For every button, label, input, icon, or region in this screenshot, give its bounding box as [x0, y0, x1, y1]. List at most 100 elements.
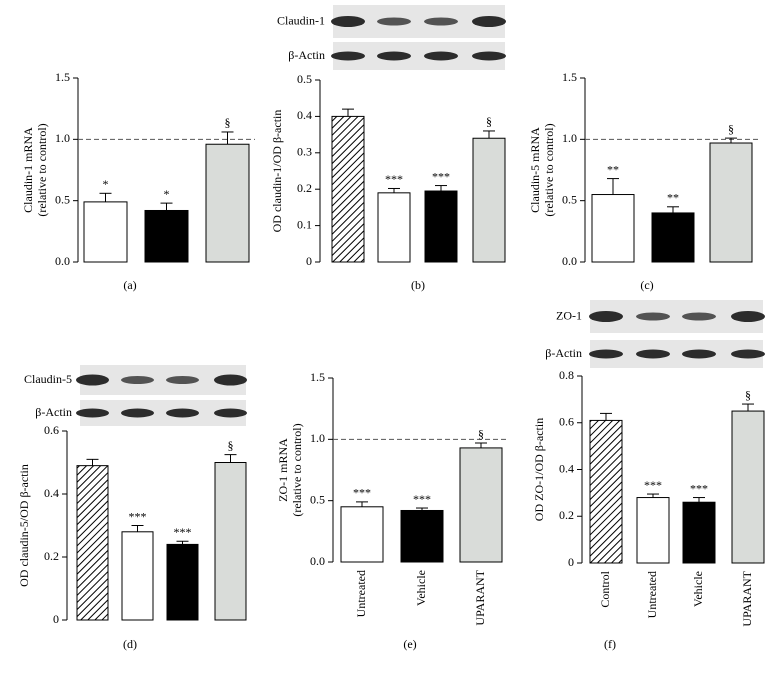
blot-band	[121, 376, 154, 384]
bar	[377, 192, 411, 263]
blot-band	[214, 408, 247, 418]
blot-band	[76, 374, 109, 386]
bar	[121, 531, 154, 621]
significance-label: §	[486, 115, 492, 129]
x-tick-label: Untreated	[354, 570, 368, 617]
bar	[340, 506, 384, 563]
blot-band	[377, 51, 411, 61]
y-tick-label: 0.1	[297, 217, 312, 231]
y-tick-label: 1.5	[310, 370, 325, 384]
y-tick-label: 0.6	[559, 415, 574, 429]
y-tick-label: 0.3	[297, 145, 312, 159]
y-tick-label: 0.2	[297, 181, 312, 195]
blot-band	[731, 349, 765, 359]
blot-band	[424, 51, 458, 61]
blot-band	[589, 349, 623, 359]
blot-band	[682, 349, 716, 359]
blot-band	[121, 408, 154, 418]
panel-caption: (f)	[604, 637, 616, 651]
panel-caption: (a)	[123, 278, 136, 292]
blot-label: ZO-1	[556, 308, 582, 322]
significance-label: ***	[690, 481, 708, 495]
significance-label: ***	[385, 172, 403, 186]
y-axis-label: (relative to control)	[290, 423, 304, 516]
x-tick-label: Untreated	[645, 571, 659, 618]
bar	[636, 497, 670, 564]
blot-band	[331, 16, 365, 27]
significance-label: *	[164, 187, 170, 201]
blot-label: β-Actin	[35, 405, 72, 419]
y-tick-label: 1.0	[55, 131, 70, 145]
bar	[472, 137, 506, 263]
y-tick-label: 0.2	[44, 549, 59, 563]
significance-label: §	[228, 438, 234, 452]
blot-band	[636, 312, 670, 321]
significance-label: ***	[129, 509, 147, 523]
y-tick-label: 0	[53, 612, 59, 626]
x-tick-label: Vehicle	[414, 570, 428, 606]
blot-band	[472, 16, 506, 27]
blot-band	[331, 51, 365, 61]
y-axis-label: OD claudin-5/OD β-actin	[17, 464, 31, 587]
blot-band	[589, 311, 623, 322]
y-tick-label: 0.5	[562, 192, 577, 206]
blot-band	[682, 312, 716, 321]
bar	[591, 194, 635, 263]
panel-caption: (b)	[411, 278, 425, 292]
significance-label: §	[745, 388, 751, 402]
significance-label: *	[103, 177, 109, 191]
bar	[76, 465, 109, 621]
blot-band	[472, 51, 506, 61]
bar	[589, 419, 623, 564]
y-tick-label: 0.0	[310, 554, 325, 568]
bar	[709, 142, 753, 263]
significance-label: ***	[174, 525, 192, 539]
y-axis-label: (relative to control)	[542, 123, 556, 216]
x-tick-label: Control	[598, 570, 612, 607]
significance-label: ***	[644, 478, 662, 492]
x-tick-label: UPARANT	[740, 570, 754, 626]
y-axis-label: OD claudin-1/OD β-actin	[270, 110, 284, 233]
bar	[331, 115, 365, 263]
blot-band	[424, 17, 458, 26]
panel-caption: (c)	[640, 278, 653, 292]
y-tick-label: 0	[568, 555, 574, 569]
y-tick-label: 0.4	[44, 486, 59, 500]
significance-label: ***	[413, 492, 431, 506]
bar	[424, 190, 458, 263]
bar	[205, 143, 250, 263]
y-tick-label: 0.4	[297, 108, 312, 122]
panel-caption: (e)	[403, 637, 416, 651]
y-tick-label: 0.5	[310, 492, 325, 506]
blot-label: β-Actin	[545, 346, 582, 360]
y-tick-label: 0.8	[559, 368, 574, 382]
panel-caption: (d)	[123, 637, 137, 651]
y-tick-label: 1.0	[310, 431, 325, 445]
significance-label: §	[728, 122, 734, 136]
bar	[166, 543, 199, 621]
y-tick-label: 0.5	[55, 192, 70, 206]
y-tick-label: 1.5	[562, 70, 577, 84]
y-tick-label: 0.2	[559, 508, 574, 522]
significance-label: §	[225, 116, 231, 130]
blot-band	[76, 408, 109, 418]
bar	[459, 447, 503, 563]
y-tick-label: 0.0	[562, 254, 577, 268]
blot-band	[166, 408, 199, 418]
significance-label: **	[667, 191, 679, 205]
significance-label: **	[607, 162, 619, 176]
y-axis-label: Claudin-1 mRNA	[21, 127, 35, 213]
x-tick-label: Vehicle	[691, 571, 705, 607]
bar	[214, 462, 247, 621]
bar	[731, 410, 765, 564]
y-tick-label: 0.0	[55, 254, 70, 268]
y-axis-label: Claudin-5 mRNA	[528, 127, 542, 213]
x-tick-label: UPARANT	[473, 569, 487, 625]
y-axis-label: ZO-1 mRNA	[276, 438, 290, 502]
bar	[682, 501, 716, 564]
blot-band	[636, 349, 670, 359]
blot-band	[377, 17, 411, 26]
blot-label: Claudin-1	[277, 13, 325, 27]
y-tick-label: 1.5	[55, 70, 70, 84]
